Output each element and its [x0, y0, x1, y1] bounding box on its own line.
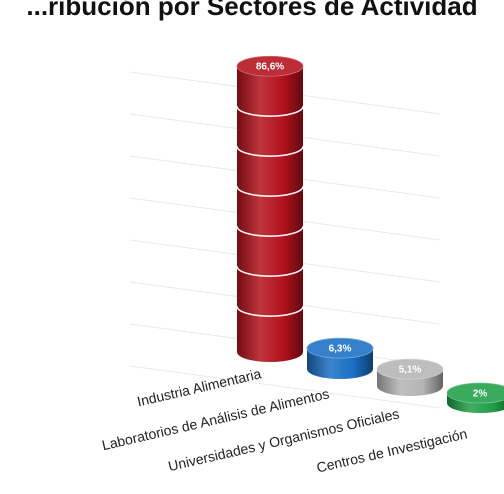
- data-label: 2%: [473, 389, 488, 400]
- bar-group: 6,3%: [306, 337, 374, 379]
- chart-title: ...ribución por Sectores de Actividad: [26, 0, 478, 21]
- bar-top-cap: [306, 337, 374, 359]
- bar-group: 86,6%: [236, 55, 304, 362]
- bar-segment-ring: [236, 306, 304, 318]
- bar-segment-ring: [236, 146, 304, 158]
- bar-group: 5,1%: [376, 358, 444, 396]
- gridline: [129, 365, 441, 409]
- bar-segment-ring: [236, 226, 304, 238]
- bar-segment-ring: [236, 106, 304, 118]
- bar-top-cap: [376, 358, 444, 380]
- bar-segment-ring: [236, 186, 304, 198]
- data-label: 5,1%: [399, 365, 422, 376]
- data-label: 86,6%: [256, 62, 284, 73]
- data-label: 6,3%: [329, 344, 352, 355]
- bar-top-cap: [446, 382, 504, 404]
- bar-segment-ring: [236, 266, 304, 278]
- bars: 86,6% 6,3% 5,1% 2%: [236, 55, 504, 413]
- bar-group: 2%: [446, 382, 504, 413]
- bar: [237, 66, 303, 362]
- bar-top-cap: [236, 55, 304, 77]
- category-label: Industria Alimentaria: [135, 365, 262, 409]
